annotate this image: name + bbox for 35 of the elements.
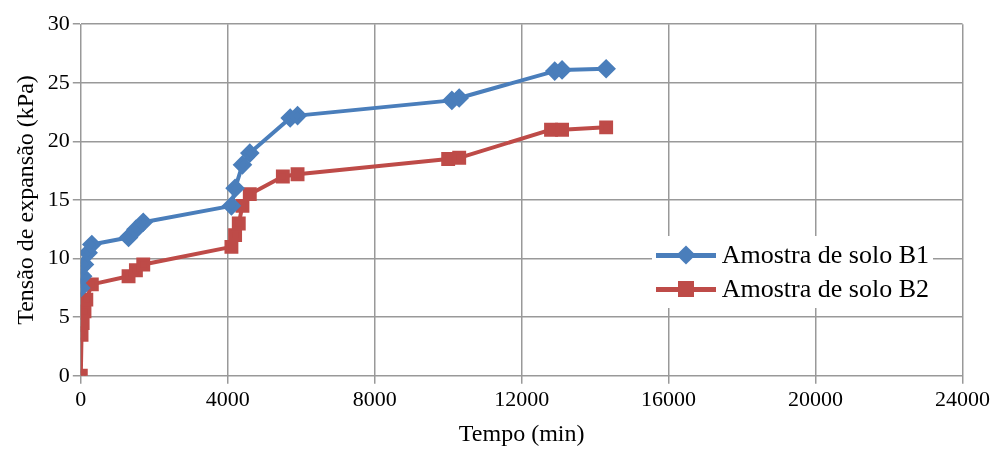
point bbox=[224, 239, 239, 254]
point bbox=[290, 167, 305, 182]
point bbox=[599, 120, 614, 135]
point bbox=[134, 213, 153, 232]
point bbox=[555, 122, 570, 137]
y-tick-label: 5 bbox=[58, 302, 70, 328]
point bbox=[231, 216, 246, 231]
y-tick-label: 0 bbox=[58, 361, 70, 387]
point bbox=[136, 257, 151, 272]
point bbox=[240, 144, 259, 163]
point bbox=[597, 59, 616, 78]
x-axis-title: Tempo (min) bbox=[458, 419, 585, 446]
point bbox=[226, 179, 245, 198]
x-tick-label: 4000 bbox=[205, 385, 250, 411]
point bbox=[222, 196, 241, 215]
x-tick-label: 12000 bbox=[494, 385, 550, 411]
x-tick-label: 16000 bbox=[641, 385, 697, 411]
y-tick-label: 25 bbox=[47, 68, 70, 94]
y-tick-label: 10 bbox=[47, 244, 70, 270]
legend-label: Amostra de solo B1 bbox=[721, 240, 929, 270]
x-tick-label: 24000 bbox=[935, 385, 990, 411]
point bbox=[242, 187, 257, 202]
x-tick-label: 0 bbox=[75, 385, 87, 411]
y-tick-label: 20 bbox=[47, 127, 70, 153]
x-tick-label: 8000 bbox=[352, 385, 397, 411]
x-tick-label: 20000 bbox=[788, 385, 844, 411]
point bbox=[80, 292, 94, 307]
y-axis-title: Tensão de expansão (kPa) bbox=[11, 75, 38, 325]
point bbox=[228, 228, 243, 243]
legend-label: Amostra de solo B2 bbox=[721, 274, 929, 304]
point bbox=[452, 150, 467, 165]
y-tick-label: 30 bbox=[47, 9, 70, 35]
point bbox=[275, 169, 290, 184]
point bbox=[233, 155, 252, 174]
y-tick-label: 15 bbox=[47, 185, 70, 211]
